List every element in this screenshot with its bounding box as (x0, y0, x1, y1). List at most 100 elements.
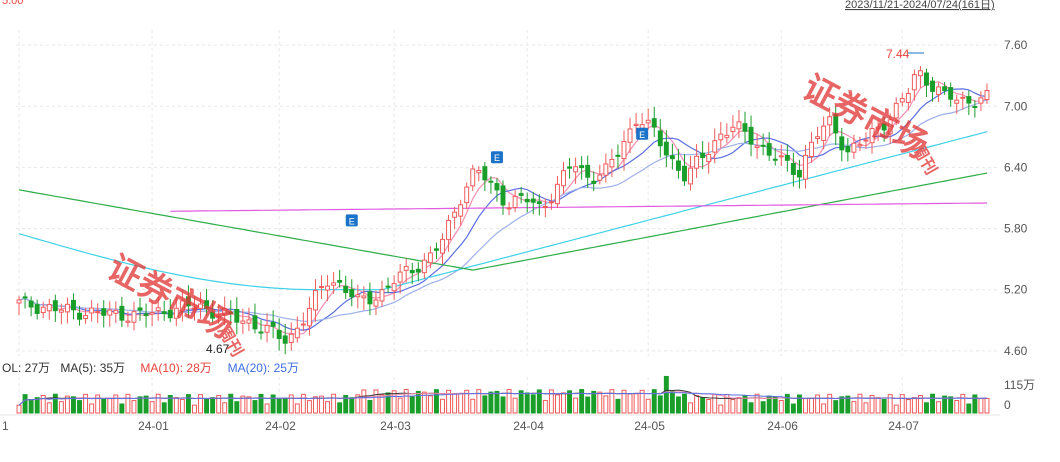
candle (766, 132, 772, 162)
candle (494, 178, 500, 202)
price-axis: 4.60 5.20 5.80 6.40 7.00 7.60 (1004, 38, 1028, 358)
candle (143, 303, 149, 328)
candle (893, 97, 899, 125)
volume-bar (718, 404, 724, 414)
candle (361, 286, 367, 311)
candle (385, 277, 391, 293)
candle (482, 162, 488, 191)
candle (651, 106, 657, 138)
volume-bar (821, 403, 827, 414)
candle (585, 155, 591, 188)
volume-bar (373, 389, 379, 414)
volume-bar (173, 397, 179, 414)
candle (972, 100, 978, 118)
candle (845, 137, 851, 162)
candle (198, 292, 203, 319)
volume-bar (161, 402, 167, 414)
candle (337, 269, 343, 288)
candle (71, 293, 76, 320)
volume-bar (64, 395, 70, 414)
candle (210, 300, 216, 323)
volume-bar (210, 397, 216, 414)
volume-bars (16, 375, 990, 414)
volume-bar (633, 393, 639, 414)
volume-bar (621, 389, 627, 414)
candle (917, 65, 923, 88)
volume-bar (28, 399, 34, 414)
volume-legend-item: MA(20): 25万 (228, 361, 299, 375)
candle (905, 88, 911, 111)
volume-bar (282, 398, 288, 414)
volume-bar (911, 397, 917, 414)
volume-bar (694, 394, 700, 414)
candle (530, 191, 536, 215)
candle (22, 292, 28, 309)
volume-bar (942, 395, 948, 414)
candle (276, 318, 282, 351)
svg-text:4.67: 4.67 (206, 342, 230, 356)
candle (131, 301, 137, 331)
volume-bar (125, 393, 131, 414)
volume-bar (930, 393, 935, 414)
watermark-right: 证券市场 周刊 (796, 68, 941, 178)
volume-bar (470, 398, 476, 414)
volume-bar (464, 389, 470, 414)
ma60-line (18, 131, 988, 291)
volume-bar (857, 393, 863, 414)
signal-marker[interactable]: E (636, 127, 649, 140)
volume-bar (270, 394, 276, 414)
volume-bar (494, 390, 500, 414)
x-tick-label: 24-01 (138, 419, 169, 433)
date-range-label[interactable]: 2023/11/21-2024/07/24(161日) (845, 0, 995, 11)
volume-bar (452, 393, 458, 414)
volume-bar (349, 397, 355, 414)
candle (155, 297, 161, 321)
volume-bar (772, 396, 778, 414)
volume-bar (706, 398, 712, 414)
volume-bar (984, 398, 990, 414)
volume-bar (421, 391, 427, 414)
volume-bar (101, 398, 107, 414)
signal-marker[interactable]: E (490, 151, 503, 164)
svg-text:5.00: 5.00 (2, 0, 23, 7)
price-tick-label: 5.20 (1004, 283, 1028, 297)
volume-bar (803, 398, 808, 414)
signal-marker[interactable]: E (345, 214, 358, 227)
volume-bar (58, 401, 64, 414)
candle (125, 311, 131, 328)
candle (228, 300, 234, 326)
volume-bar (258, 393, 264, 414)
candle (742, 111, 748, 143)
candle (282, 323, 288, 355)
volume-bar (887, 394, 893, 414)
volume-bar (754, 393, 760, 414)
candle (603, 153, 609, 183)
candle (924, 68, 929, 98)
candle (518, 187, 524, 204)
volume-bar (936, 401, 942, 414)
volume-bar (234, 401, 240, 414)
candle (216, 304, 222, 324)
volume-bar (367, 399, 373, 414)
candle (736, 109, 742, 139)
volume-bar (240, 395, 246, 414)
candle (863, 132, 869, 150)
volume-tick-label: 0 (1004, 398, 1011, 412)
candle (512, 190, 518, 213)
volume-bar (815, 394, 821, 414)
candle (730, 115, 736, 138)
candle (222, 296, 228, 326)
candle (942, 82, 948, 95)
volume-bar (869, 394, 875, 414)
volume-bar (500, 396, 506, 414)
volume-bar (167, 394, 173, 414)
volume-bar (391, 390, 397, 414)
candle (627, 117, 633, 153)
candle (700, 140, 706, 170)
volume-bar (119, 403, 125, 414)
candle (609, 148, 615, 178)
volume-legend-item: MA(5): 35万 (60, 361, 125, 375)
volume-bar (712, 394, 718, 414)
x-tick-label: 24-07 (888, 419, 919, 433)
volume-bar (536, 389, 542, 414)
